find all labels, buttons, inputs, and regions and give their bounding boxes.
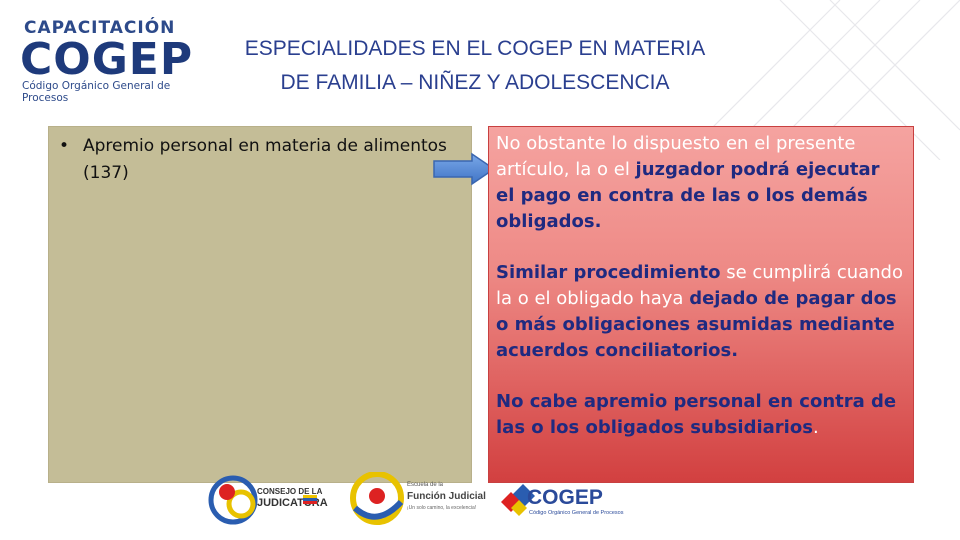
logo-subtitle: Código Orgánico General de Procesos xyxy=(22,80,171,104)
slide-title: ESPECIALIDADES EN EL COGEP EN MATERIA DE… xyxy=(205,32,745,100)
p3-text-a: No cabe apremio personal en contra de la… xyxy=(496,391,897,438)
paragraph-2: Similar procedimiento se cumplirá cuando… xyxy=(496,260,903,364)
footer-logos: CONSEJO DE LA JUDICATURA Escuela de la F… xyxy=(208,472,624,525)
right-content-panel: No obstante lo dispuesto en el presente … xyxy=(488,126,914,483)
logo2-line3: ¡Un solo camino, la excelencia! xyxy=(407,505,476,511)
logo3-brand: COGEP xyxy=(527,486,603,509)
p2-text-a: Similar procedimiento xyxy=(496,262,721,283)
funcion-judicial-logo: Escuela de la Función Judicial ¡Un solo … xyxy=(350,472,486,525)
p2-text-c: dejado de pagar dos o más obligaciones a… xyxy=(496,288,897,361)
logo2-line2: Función Judicial xyxy=(407,491,486,502)
paragraph-1: No obstante lo dispuesto en el presente … xyxy=(496,131,903,235)
logo1-line1: CONSEJO DE LA xyxy=(257,487,323,496)
p1-text-b: juzgador podrá ejecutar el pago en contr… xyxy=(496,159,880,232)
logo3-sub: Código Orgánico General de Procesos xyxy=(529,510,624,516)
logo2-line1: Escuela de la xyxy=(407,482,444,488)
paragraph-3: No cabe apremio personal en contra de la… xyxy=(496,389,903,441)
logo-brand-text: COGEP xyxy=(20,34,194,85)
logo-top-text: CAPACITACIÓN xyxy=(24,18,176,38)
left-content-panel: Apremio personal en materia de alimentos… xyxy=(48,126,472,483)
right-arrow-icon xyxy=(433,152,496,186)
title-line-1: ESPECIALIDADES EN EL COGEP EN MATERIA xyxy=(244,37,706,60)
cogep-footer-logo: COGEP Código Orgánico General de Proceso… xyxy=(501,484,624,516)
logo1-line2: JUDICATURA xyxy=(257,497,328,509)
title-line-2: DE FAMILIA – NIÑEZ Y ADOLESCENCIA xyxy=(280,71,670,94)
p1-text-a: No obstante lo dispuesto en el presente … xyxy=(496,133,856,180)
bullet-apremio: Apremio personal en materia de alimentos… xyxy=(59,133,471,187)
capacitacion-cogep-logo: CAPACITACIÓN COGEP Código Orgánico Gener… xyxy=(18,18,208,104)
p3-text-b: . xyxy=(812,417,819,438)
consejo-judicatura-logo: CONSEJO DE LA JUDICATURA xyxy=(208,475,328,525)
p2-text-b: se cumplirá cuando la o el obligado haya xyxy=(496,262,903,309)
